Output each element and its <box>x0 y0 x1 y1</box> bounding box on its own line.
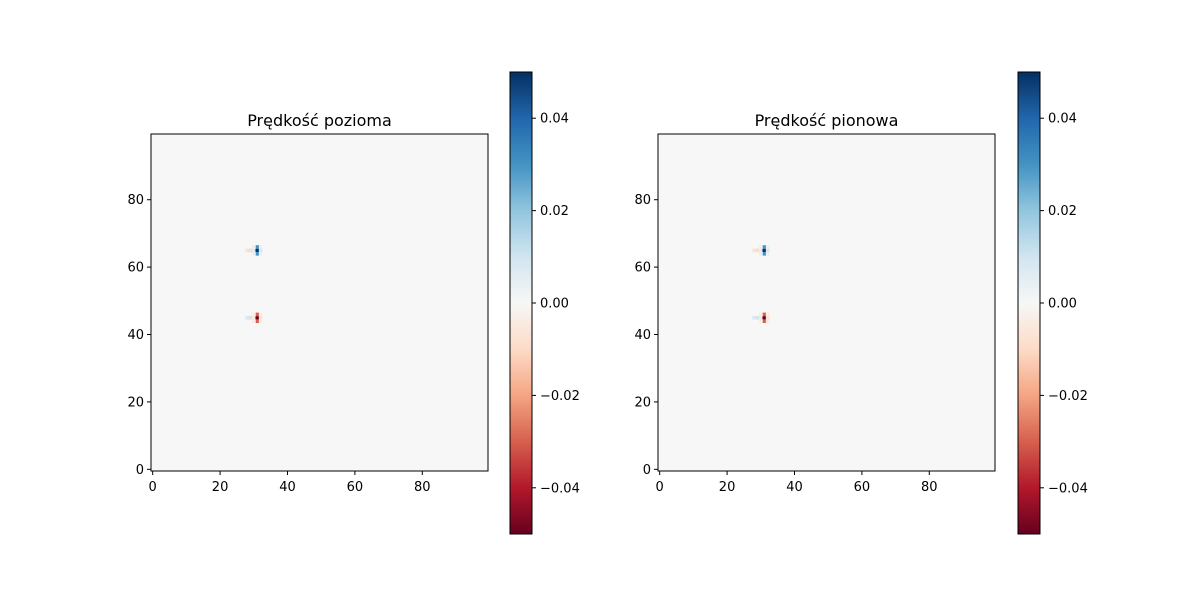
heatmap-cell <box>255 248 260 253</box>
colorbar-tick-label: 0.04 <box>1048 112 1077 127</box>
x-tick-label: 80 <box>921 480 938 495</box>
heatmap-background <box>658 134 995 471</box>
x-tick-label: 80 <box>414 480 431 495</box>
heatmap-area <box>151 134 488 471</box>
x-tick-label: 40 <box>786 480 803 495</box>
heatmap-cell <box>765 248 770 253</box>
colorbar-tick-label: 0.02 <box>1048 204 1077 219</box>
heatmap-cell <box>762 319 767 324</box>
x-tick-label: 40 <box>279 480 296 495</box>
heatmap-cell <box>255 319 260 324</box>
heatmap-cell <box>752 315 757 320</box>
colorbar: −0.04 −0.02 0.00 0.02 0.04 <box>1017 71 1088 535</box>
heatmap-cell <box>752 248 757 253</box>
heatmap-cell <box>255 251 260 256</box>
heatmap-cell <box>258 315 263 320</box>
heatmap-cell <box>759 312 763 317</box>
heatmap-cell <box>255 315 260 320</box>
colorbar-gradient <box>509 71 533 535</box>
y-tick-label: 40 <box>127 328 144 343</box>
y-tick-label: 80 <box>634 193 651 208</box>
y-tick-label: 60 <box>127 261 144 276</box>
heatmap-cell <box>759 315 763 320</box>
heatmap-cell <box>258 319 263 324</box>
x-tick-label: 60 <box>347 480 364 495</box>
heatmap-cell <box>248 248 253 253</box>
heatmap-cell <box>245 315 250 320</box>
heatmap-cell <box>755 315 760 320</box>
colorbar-tick-label: −0.02 <box>540 389 580 404</box>
heatmap-cell <box>252 248 256 253</box>
y-tick-label: 40 <box>634 328 651 343</box>
heatmap-cell <box>762 315 767 320</box>
heatmap-background <box>151 134 488 471</box>
y-tick-label: 80 <box>127 193 144 208</box>
x-tick-label: 20 <box>719 480 736 495</box>
colorbar-tick-label: −0.02 <box>1048 389 1088 404</box>
heatmap-cell <box>258 248 263 253</box>
colorbar-tick-label: 0.02 <box>540 204 569 219</box>
colorbar-tick-label: −0.04 <box>540 481 580 496</box>
heatmap-cell <box>255 312 260 317</box>
heatmap-cell <box>755 248 760 253</box>
heatmap-cell <box>765 315 770 320</box>
y-axis-ticks: 0 20 40 60 80 <box>634 193 658 478</box>
x-axis-ticks: 0 20 40 60 80 <box>149 471 431 495</box>
heatmap-cell <box>252 251 256 256</box>
colorbar-tick-label: 0.00 <box>1048 297 1077 312</box>
heatmap-cell <box>762 248 767 253</box>
y-tick-label: 20 <box>634 395 651 410</box>
heatmap-cell <box>759 319 763 324</box>
colorbar: −0.04 −0.02 0.00 0.02 0.04 <box>509 71 580 535</box>
panel-horizontal-velocity: Prędkość pozioma 0 20 40 60 80 0 20 40 60 80 −0.… <box>127 71 580 535</box>
colorbar-ticks: −0.04 −0.02 0.00 0.02 0.04 <box>532 112 580 496</box>
x-tick-label: 0 <box>149 480 157 495</box>
y-tick-label: 0 <box>136 463 144 478</box>
x-tick-label: 60 <box>854 480 871 495</box>
y-tick-label: 20 <box>127 395 144 410</box>
heatmap-cell <box>252 319 256 324</box>
panel-vertical-velocity: Prędkość pionowa 0 20 40 60 80 0 20 40 60 80 −0.… <box>634 71 1088 535</box>
heatmap-cell <box>258 312 263 317</box>
y-axis-ticks: 0 20 40 60 80 <box>127 193 151 478</box>
plot-frame <box>150 133 489 472</box>
colorbar-tick-label: −0.04 <box>1048 481 1088 496</box>
heatmap-cell <box>765 245 770 249</box>
x-axis-ticks: 0 20 40 60 80 <box>656 471 938 495</box>
heatmap-cell <box>762 245 767 249</box>
heatmap-cell <box>765 312 770 317</box>
y-tick-label: 0 <box>643 463 651 478</box>
heatmap-cell <box>765 251 770 256</box>
heatmap-cell <box>759 248 763 253</box>
heatmap-cell <box>248 315 253 320</box>
heatmap-area <box>658 134 995 471</box>
heatmap-cell <box>245 248 250 253</box>
y-tick-label: 60 <box>634 261 651 276</box>
chart-title: Prędkość pozioma <box>247 111 392 130</box>
heatmap-cell <box>255 245 260 249</box>
heatmap-cell <box>252 312 256 317</box>
colorbar-ticks: −0.04 −0.02 0.00 0.02 0.04 <box>1040 112 1088 496</box>
heatmap-cell <box>765 319 770 324</box>
heatmap-cell <box>258 245 263 249</box>
heatmap-cell <box>258 251 263 256</box>
heatmap-cell <box>759 251 763 256</box>
x-tick-label: 20 <box>212 480 229 495</box>
colorbar-tick-label: 0.04 <box>540 112 569 127</box>
heatmap-cell <box>762 312 767 317</box>
heatmap-cell <box>759 245 763 249</box>
heatmap-cell <box>252 315 256 320</box>
plot-frame <box>657 133 996 472</box>
chart-title: Prędkość pionowa <box>755 111 899 130</box>
colorbar-gradient <box>1017 71 1041 535</box>
colorbar-tick-label: 0.00 <box>540 297 569 312</box>
heatmap-cell <box>252 245 256 249</box>
heatmap-cell <box>762 251 767 256</box>
x-tick-label: 0 <box>656 480 664 495</box>
